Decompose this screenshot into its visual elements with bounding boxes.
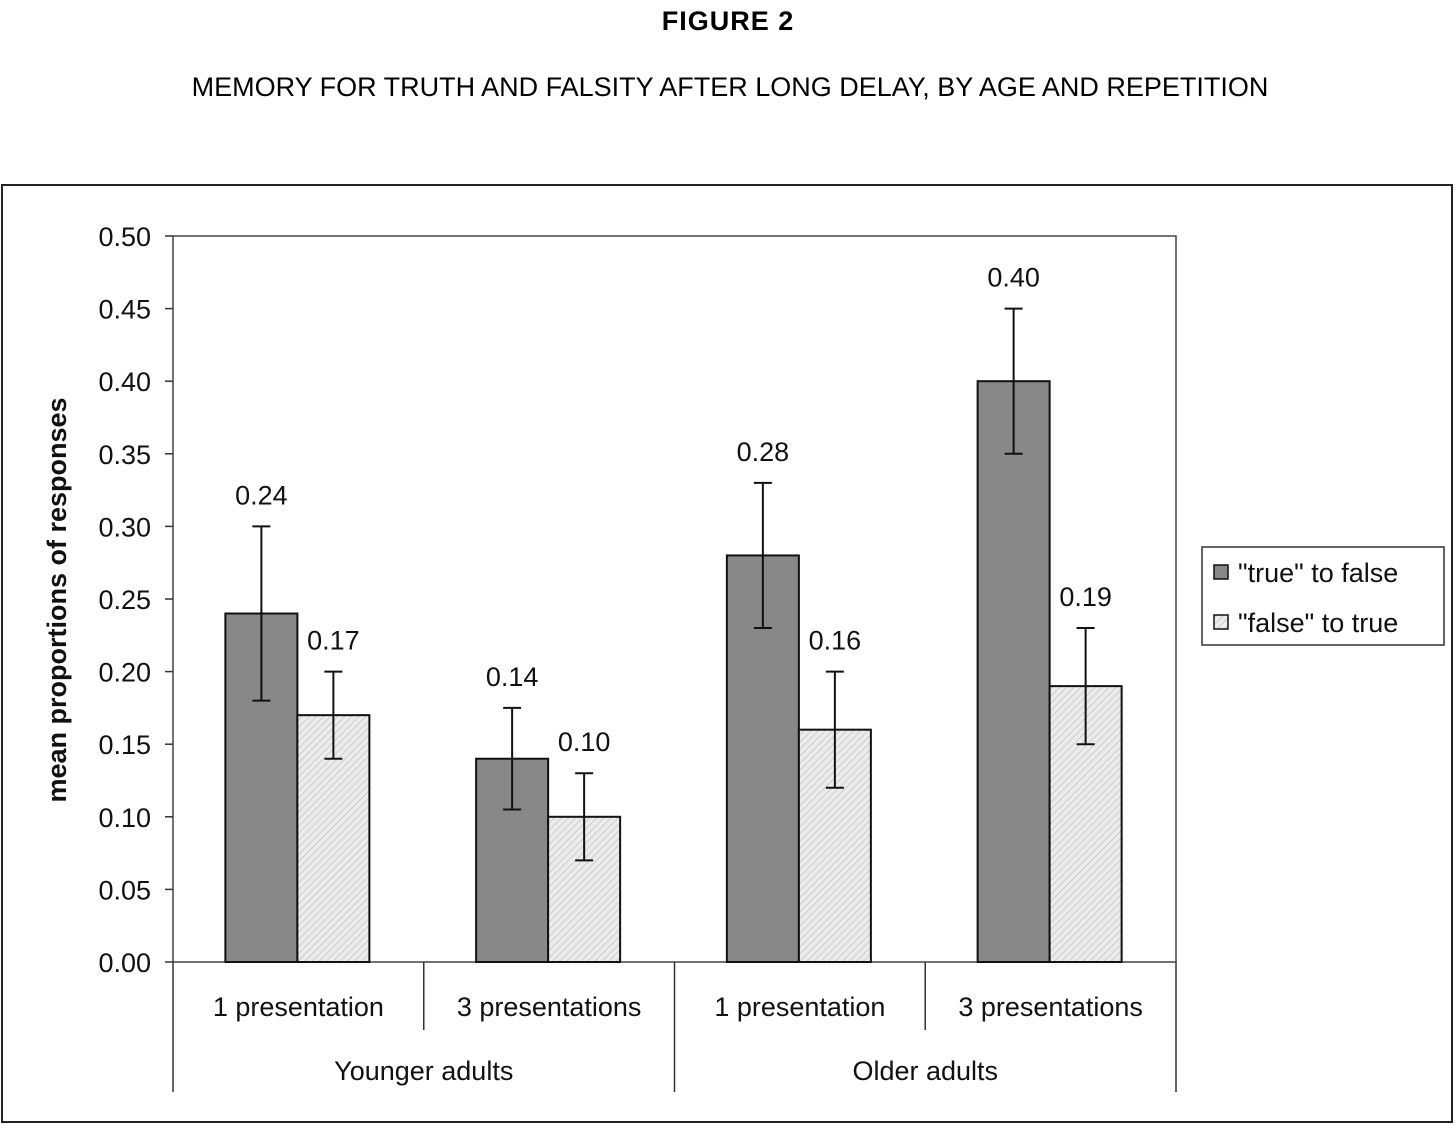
x-tick-label: 3 presentations: [457, 992, 642, 1022]
y-tick-label: 0.30: [98, 512, 151, 542]
data-label: 0.19: [1059, 582, 1112, 612]
bar: [725, 554, 800, 963]
data-label: 0.10: [558, 727, 611, 757]
data-label: 0.24: [235, 480, 288, 510]
group-label: Older adults: [852, 1056, 998, 1086]
chart-title: MEMORY FOR TRUTH AND FALSITY AFTER LONG …: [191, 72, 1269, 102]
bar: [976, 380, 1051, 963]
legend-swatch-false-to-true: [1213, 614, 1229, 630]
y-tick-label: 0.40: [98, 367, 151, 397]
data-label: 0.16: [809, 626, 862, 656]
x-tick-label: 1 presentation: [714, 992, 885, 1022]
data-label: 0.17: [307, 626, 360, 656]
y-tick-label: 0.05: [98, 875, 151, 905]
legend-box: [1201, 546, 1445, 646]
legend-label-false-to-true: "false" to true: [1238, 608, 1398, 638]
y-tick-label: 0.00: [98, 948, 151, 978]
legend-swatch-true-to-false: [1213, 564, 1229, 580]
y-tick-label: 0.10: [98, 803, 151, 833]
y-tick-label: 0.50: [98, 222, 151, 252]
y-tick-label: 0.15: [98, 730, 151, 760]
data-label: 0.28: [737, 437, 790, 467]
group-label: Younger adults: [334, 1056, 513, 1086]
figure-label: FIGURE 2: [661, 6, 795, 36]
y-tick-label: 0.45: [98, 295, 151, 325]
data-label: 0.40: [987, 263, 1040, 293]
chart-frame: [1, 184, 1453, 1123]
legend: "true" to false "false" to true: [1201, 546, 1445, 646]
y-axis-label: mean proportions of responses: [42, 397, 72, 802]
y-tick-label: 0.35: [98, 440, 151, 470]
x-tick-label: 3 presentations: [958, 992, 1143, 1022]
y-tick-label: 0.25: [98, 585, 151, 615]
data-label: 0.14: [486, 662, 539, 692]
y-tick-label: 0.20: [98, 658, 151, 688]
x-tick-label: 1 presentation: [213, 992, 384, 1022]
legend-label-true-to-false: "true" to false: [1238, 558, 1398, 588]
